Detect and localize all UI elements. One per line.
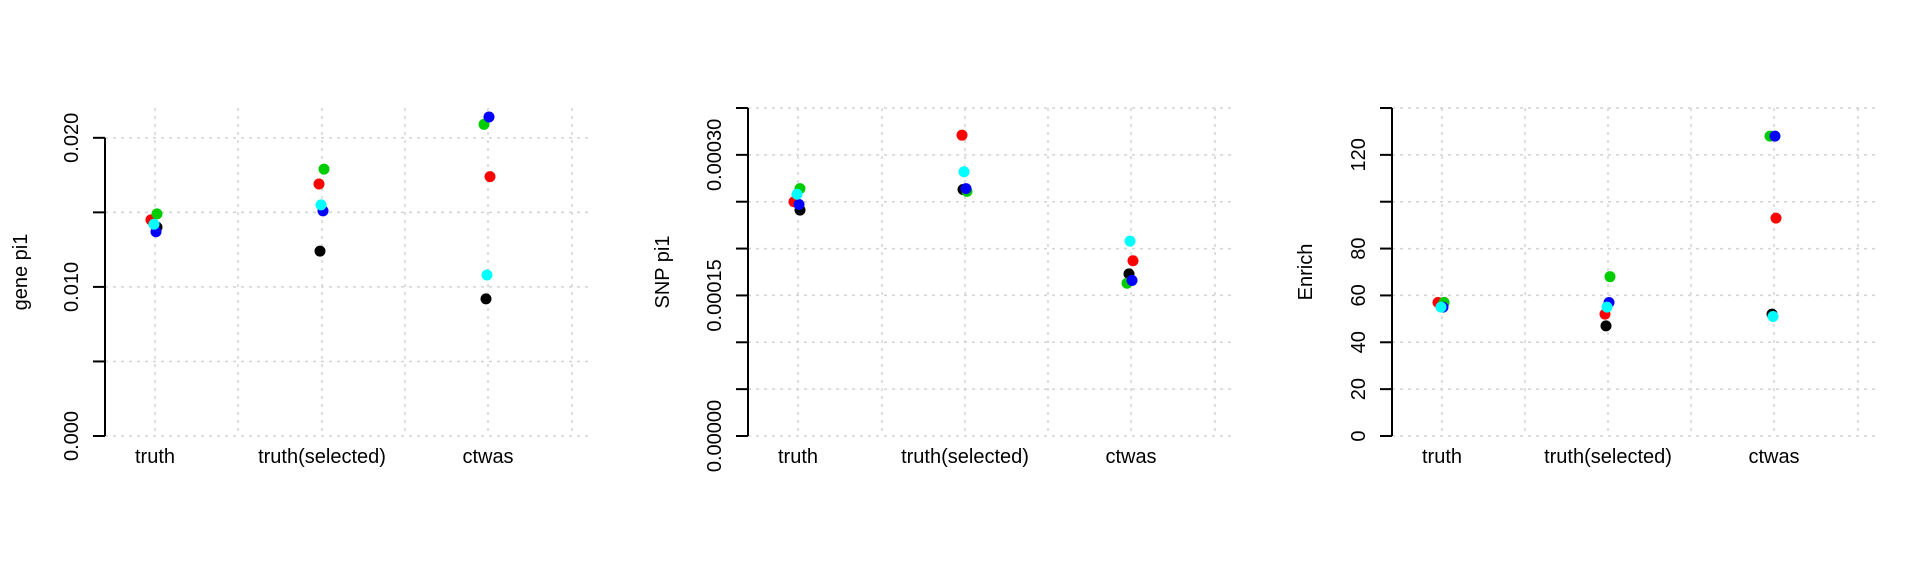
y-tick-label: 0.00000 <box>704 400 726 472</box>
y-axis-label: gene pi1 <box>10 234 32 311</box>
data-point <box>958 166 970 178</box>
y-tick-label: 40 <box>1348 331 1370 353</box>
data-point <box>1124 235 1136 247</box>
data-point <box>956 129 968 141</box>
y-tick-label: 0.00030 <box>704 119 726 191</box>
data-point <box>484 171 496 183</box>
y-tick-label: 0.00015 <box>704 259 726 331</box>
y-tick-label: 0 <box>1348 430 1370 441</box>
x-category-label: truth(selected) <box>258 446 386 468</box>
data-point <box>791 188 803 200</box>
data-point <box>1769 130 1781 142</box>
y-tick-label: 20 <box>1348 378 1370 400</box>
x-category-label: ctwas <box>1105 446 1156 468</box>
data-point <box>960 183 972 195</box>
data-point <box>1601 301 1613 313</box>
data-point <box>481 269 493 281</box>
data-point <box>314 245 326 257</box>
x-category-label: truth <box>135 446 175 468</box>
x-category-label: truth(selected) <box>1544 446 1672 468</box>
y-tick-label: 60 <box>1348 284 1370 306</box>
panel-gene-pi1: 0.000 0.010 0.020 gene pi1 truth truth(select… <box>10 108 590 468</box>
data-point <box>313 178 325 190</box>
data-point <box>1767 311 1779 323</box>
y-tick-label: 0.020 <box>61 113 83 163</box>
y-axis-label: Enrich <box>1295 244 1317 301</box>
data-point <box>318 163 330 175</box>
data-point <box>151 208 163 220</box>
data-point <box>483 111 495 123</box>
panel-enrich: 0 20 40 60 80 120 Enrich truth truth(selected) ct… <box>1295 107 1875 468</box>
data-point <box>1600 320 1612 332</box>
data-point <box>148 218 160 230</box>
x-category-label: truth <box>778 446 818 468</box>
y-tick-label: 80 <box>1348 237 1370 259</box>
panel-snp-pi1: 0.00000 0.00015 0.00030 SNP pi1 truth truth(s… <box>652 107 1232 472</box>
x-category-label: ctwas <box>462 446 513 468</box>
x-category-label: ctwas <box>1748 446 1799 468</box>
y-tick-label: 120 <box>1348 138 1370 171</box>
y-axis-label: SNP pi1 <box>652 235 674 308</box>
y-tick-label: 0.000 <box>61 411 83 461</box>
data-point <box>315 199 327 211</box>
x-category-label: truth <box>1422 446 1462 468</box>
y-tick-label: 0.010 <box>61 262 83 312</box>
data-point <box>480 293 492 305</box>
data-point <box>1604 271 1616 283</box>
data-point <box>1435 301 1447 313</box>
data-point <box>1127 255 1139 267</box>
x-category-label: truth(selected) <box>901 446 1029 468</box>
data-point <box>1126 274 1138 286</box>
data-point <box>793 199 805 211</box>
data-point <box>1770 212 1782 224</box>
